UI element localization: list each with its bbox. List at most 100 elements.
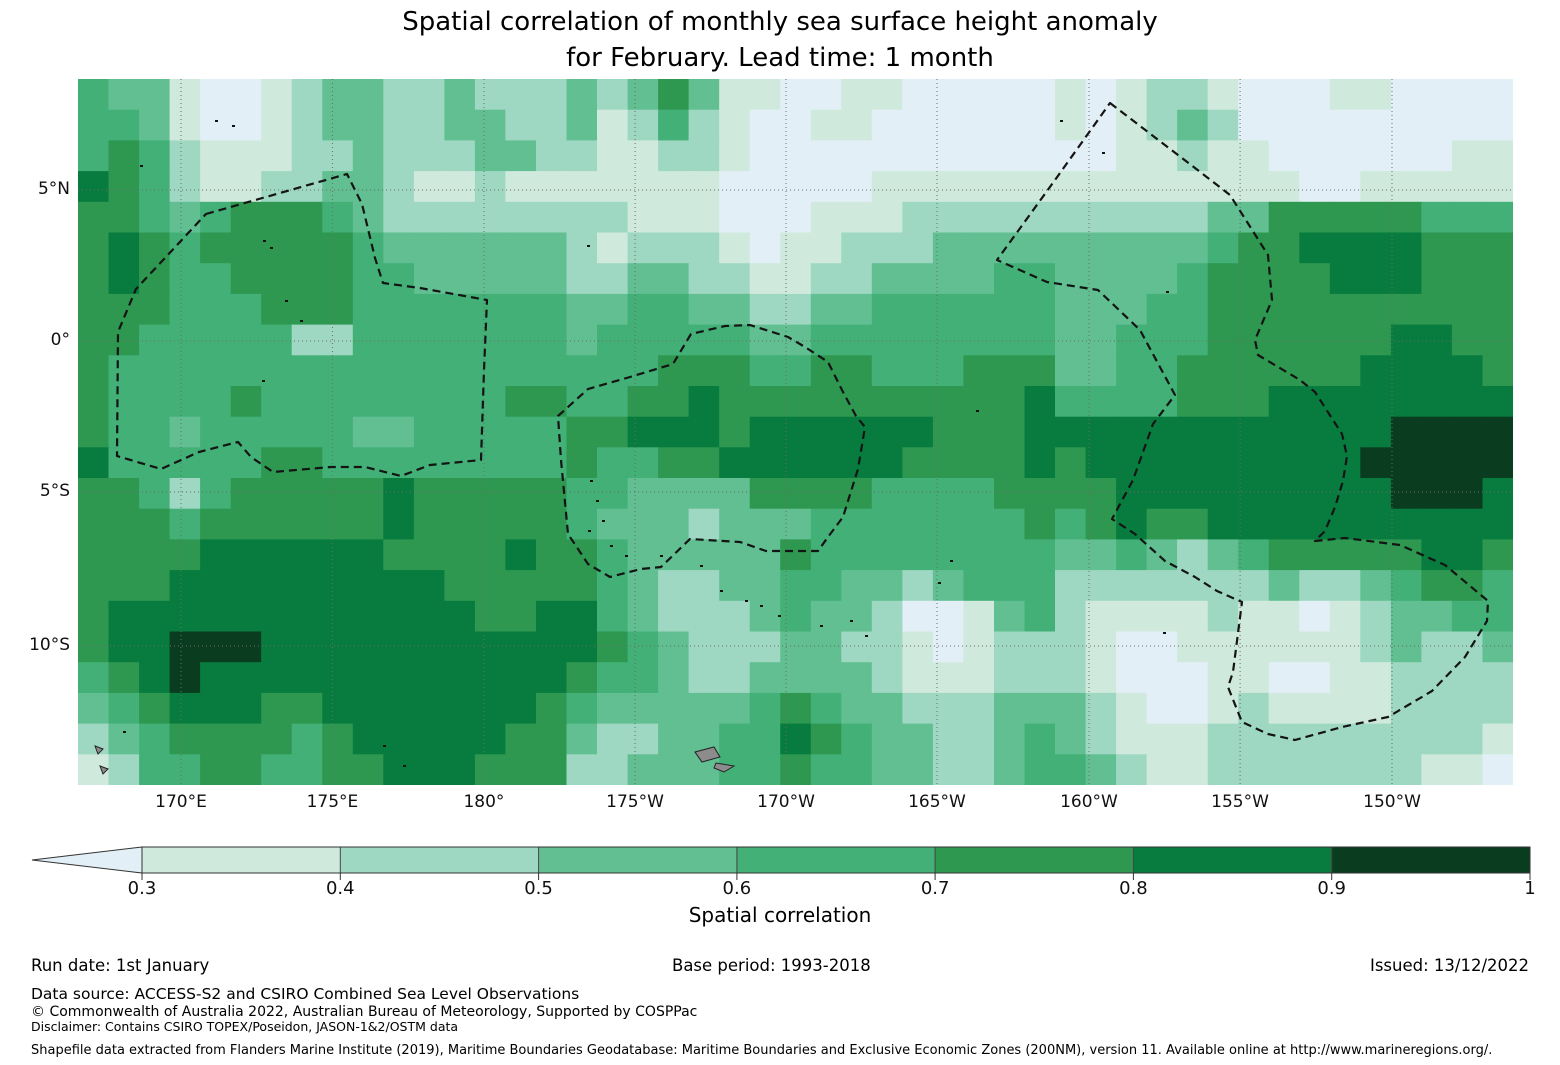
grid-cell: [474, 508, 506, 540]
grid-cell: [230, 171, 262, 203]
grid-cell: [963, 109, 995, 141]
grid-cell: [688, 600, 720, 633]
grid-cell: [474, 263, 506, 295]
grid-cell: [1360, 79, 1392, 111]
grid-cell: [1238, 631, 1270, 663]
grid-cell: [627, 508, 659, 540]
grid-cell: [261, 232, 293, 264]
grid-cell: [352, 293, 384, 326]
grid-cell: [963, 631, 995, 663]
grid-cell: [1268, 570, 1300, 602]
grid-cell: [1177, 263, 1209, 295]
island-dot: [263, 240, 266, 242]
grid-cell: [139, 355, 171, 387]
grid-cell: [1116, 140, 1148, 172]
grid-cell: [1207, 478, 1239, 510]
grid-cell: [474, 293, 506, 326]
grid-cell: [749, 754, 781, 785]
grid-cell: [963, 232, 995, 264]
grid-cell: [963, 140, 995, 172]
grid-cell: [841, 570, 873, 602]
grid-cell: [1421, 201, 1453, 234]
grid-cell: [627, 324, 659, 356]
grid-cell: [139, 171, 171, 203]
grid-cell: [444, 631, 476, 663]
grid-cell: [1329, 754, 1361, 785]
grid-cell: [1207, 600, 1239, 633]
grid-cell: [627, 140, 659, 172]
grid-cell: [383, 79, 415, 111]
grid-cell: [444, 324, 476, 356]
grid-cell: [169, 79, 201, 111]
grid-cell: [658, 324, 690, 356]
grid-cell: [1024, 539, 1056, 571]
grid-cell: [1451, 662, 1483, 694]
grid-cell: [322, 539, 354, 571]
grid-cell: [1360, 109, 1392, 141]
grid-cell: [413, 754, 445, 785]
grid-cell: [1390, 600, 1422, 633]
grid-cell: [536, 600, 568, 633]
grid-cell: [902, 140, 934, 172]
x-axis-tick-label: 175°E: [306, 792, 359, 812]
grid-cell: [871, 232, 903, 264]
grid-cell: [352, 662, 384, 694]
grid-cell: [383, 478, 415, 510]
grid-cell: [1238, 570, 1270, 602]
grid-cell: [536, 570, 568, 602]
island-dot: [610, 545, 613, 547]
grid-cell: [1024, 355, 1056, 387]
grid-cell: [139, 662, 171, 694]
grid-cell: [413, 386, 445, 418]
grid-cell: [1299, 201, 1331, 234]
grid-cell: [566, 324, 598, 356]
grid-cell: [1268, 508, 1300, 540]
grid-cell: [1207, 416, 1239, 448]
grid-cell: [1390, 355, 1422, 387]
grid-cell: [566, 355, 598, 387]
grid-cell: [291, 263, 323, 295]
grid-cell: [566, 508, 598, 540]
grid-cell: [1177, 692, 1209, 725]
grid-cell: [658, 539, 690, 571]
grid-cell: [719, 386, 751, 418]
grid-cell: [719, 263, 751, 295]
island-dot: [123, 731, 126, 733]
grid-cell: [994, 723, 1026, 755]
grid-cell: [1055, 171, 1087, 203]
grid-cell: [902, 478, 934, 510]
grid-cell: [841, 201, 873, 234]
grid-cell: [230, 631, 262, 663]
grid-cell: [749, 478, 781, 510]
grid-cell: [1085, 232, 1117, 264]
grid-cell: [1146, 416, 1178, 448]
grid-cell: [261, 140, 293, 172]
grid-cell: [841, 355, 873, 387]
grid-cell: [780, 293, 812, 326]
grid-cell: [352, 201, 384, 234]
grid-cell: [169, 232, 201, 264]
island-dot: [976, 410, 979, 412]
grid-cell: [413, 140, 445, 172]
grid-cell: [261, 600, 293, 633]
island: [94, 745, 104, 755]
grid-cell: [932, 662, 964, 694]
grid-cell: [688, 79, 720, 111]
grid-cell: [230, 293, 262, 326]
grid-cell: [1268, 201, 1300, 234]
island-dot: [270, 247, 273, 249]
grid-cell: [597, 79, 629, 111]
grid-cell: [1085, 508, 1117, 540]
correlation-map: [78, 79, 1513, 785]
grid-cell: [871, 109, 903, 141]
grid-cell: [1299, 692, 1331, 725]
grid-cell: [932, 355, 964, 387]
grid-cell: [383, 324, 415, 356]
grid-cell: [383, 754, 415, 785]
grid-cell: [627, 539, 659, 571]
grid-cell: [627, 386, 659, 418]
grid-cell: [1085, 447, 1117, 479]
grid-cell: [658, 386, 690, 418]
grid-cell: [261, 631, 293, 663]
grid-cell: [200, 631, 232, 663]
